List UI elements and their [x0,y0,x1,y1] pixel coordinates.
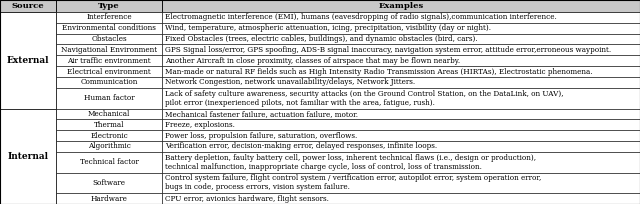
Bar [56,77,162,88]
Text: Technical factor: Technical factor [80,158,138,166]
Bar [162,55,640,66]
Bar [56,119,162,130]
Text: Navigational Environment: Navigational Environment [61,46,157,54]
Text: Wind, temperature, atmospheric attenuation, icing, precipitation, visibility (da: Wind, temperature, atmospheric attenuati… [165,24,491,32]
Bar [162,34,640,44]
Text: Battery depletion, faulty battery cell, power loss, inherent technical flaws (i.: Battery depletion, faulty battery cell, … [165,154,536,171]
Text: Interference: Interference [86,13,132,21]
Bar [56,0,162,12]
Text: GPS Signal loss/error, GPS spoofing, ADS-B signal inaccuracy, navigation system : GPS Signal loss/error, GPS spoofing, ADS… [165,46,611,54]
Text: Mechanical fastener failure, actuation failure, motor.: Mechanical fastener failure, actuation f… [165,110,358,118]
Text: Freeze, explosions.: Freeze, explosions. [165,121,235,129]
Bar [162,66,640,77]
Bar [162,173,640,193]
Bar [162,44,640,55]
Bar [56,130,162,141]
Text: Human factor: Human factor [84,94,134,102]
Bar [56,23,162,34]
Bar [162,0,640,12]
Bar [162,88,640,109]
Text: Hardware: Hardware [91,195,127,203]
Text: Type: Type [99,2,120,10]
Text: Environmental conditions: Environmental conditions [62,24,156,32]
Text: Electrical environment: Electrical environment [67,68,151,76]
Text: Fixed Obstacles (trees, electric cables, buildings), and dynamic obstacles (bird: Fixed Obstacles (trees, electric cables,… [165,35,477,43]
Text: CPU error, avionics hardware, flight sensors.: CPU error, avionics hardware, flight sen… [165,195,329,203]
Text: Lack of safety culture awareness, security attacks (on the Ground Control Statio: Lack of safety culture awareness, securi… [165,90,564,107]
Text: Examples: Examples [378,2,424,10]
Text: Air traffic environment: Air traffic environment [67,57,151,65]
Bar [56,109,162,119]
Text: Another Aircraft in close proximity, classes of airspace that may be flown nearb: Another Aircraft in close proximity, cla… [165,57,460,65]
Bar [162,141,640,152]
Text: Thermal: Thermal [94,121,124,129]
Text: Electronic: Electronic [90,132,128,140]
Text: Mechanical: Mechanical [88,110,131,118]
Bar [56,152,162,173]
Text: Power loss, propulsion failure, saturation, overflows.: Power loss, propulsion failure, saturati… [165,132,357,140]
Text: Source: Source [12,2,44,10]
Text: External: External [7,56,49,65]
Bar [162,109,640,119]
Bar [162,119,640,130]
Text: Software: Software [93,179,125,187]
Text: Control system failure, flight control system / verification error, autopilot er: Control system failure, flight control s… [165,174,541,191]
Bar [56,66,162,77]
Text: Man-made or natural RF fields such as High Intensity Radio Transmission Areas (H: Man-made or natural RF fields such as Hi… [165,68,593,76]
Bar [56,173,162,193]
Bar [162,193,640,204]
Bar [56,141,162,152]
Text: Electromagnetic interference (EMI), humans (eavesdropping of radio signals),comm: Electromagnetic interference (EMI), huma… [165,13,557,21]
Bar [0,12,56,109]
Bar [162,23,640,34]
Bar [56,88,162,109]
Bar [56,55,162,66]
Bar [0,0,56,12]
Text: Verification error, decision-making error, delayed responses, infinite loops.: Verification error, decision-making erro… [165,142,437,151]
Bar [56,44,162,55]
Bar [162,77,640,88]
Bar [56,193,162,204]
Text: Obstacles: Obstacles [92,35,127,43]
Text: Network Congestion, network unavailability/delays, Network Jitters.: Network Congestion, network unavailabili… [165,79,415,86]
Text: Communication: Communication [81,79,138,86]
Bar [0,109,56,204]
Bar [162,152,640,173]
Text: Internal: Internal [8,152,49,161]
Bar [162,12,640,23]
Bar [162,130,640,141]
Bar [56,12,162,23]
Text: Algorithmic: Algorithmic [88,142,131,151]
Bar [56,34,162,44]
